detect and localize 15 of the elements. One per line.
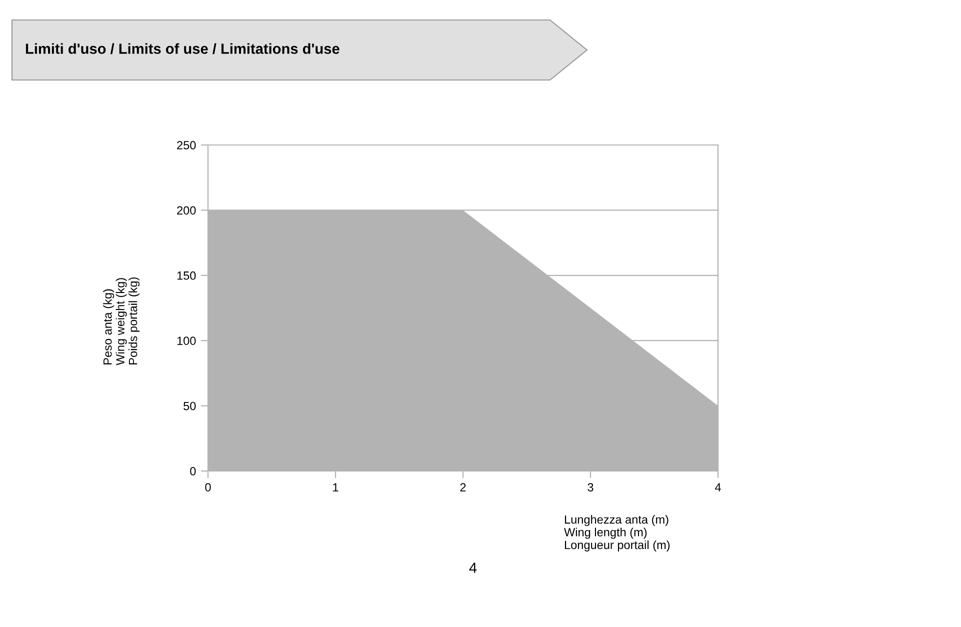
x-tick-label: 3 — [588, 483, 594, 492]
y-axis-title: Peso anta (kg) Wing weight (kg) Poids portail (kg) — [103, 277, 140, 366]
y-tick-label: 250 — [177, 141, 196, 150]
x-tick-label: 4 — [714, 483, 721, 492]
x-tick-label: 2 — [460, 483, 466, 492]
y-tick-label: 50 — [184, 402, 196, 410]
y-tick-label: 200 — [177, 206, 196, 215]
x-tick-label: 1 — [333, 483, 338, 492]
text: 4 — [469, 562, 477, 573]
y-tick-label: 0 — [190, 467, 196, 476]
x-tick-label: 0 — [205, 483, 211, 492]
y-tick-label: 100 — [177, 336, 196, 345]
chart-title: Limiti d'uso / Limits of use / Limitations d'use — [26, 43, 340, 54]
y-tick-label: 150 — [177, 271, 196, 280]
x-axis-title: Lunghezza anta (m) Wing length (m) Longueur portail (m) — [564, 515, 670, 552]
